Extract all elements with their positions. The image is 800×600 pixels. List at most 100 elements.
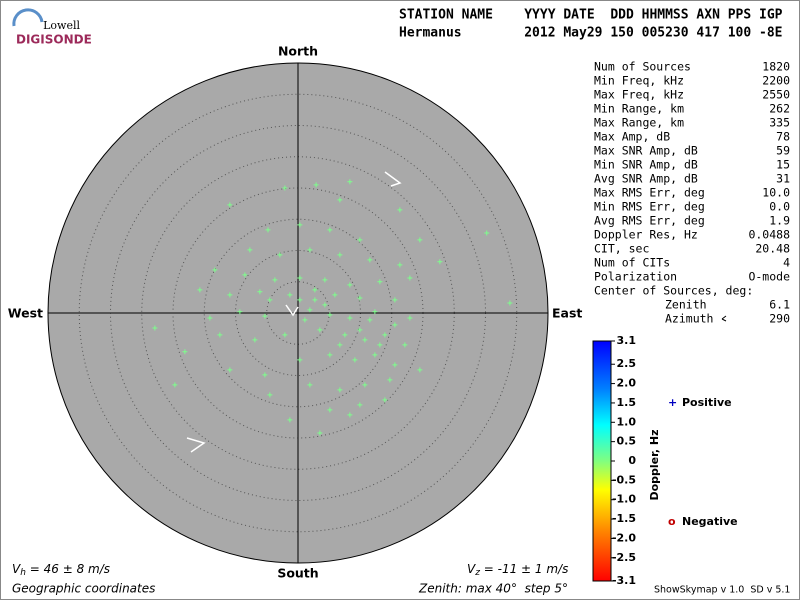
source-point [212,267,218,273]
stat-value: 31 [776,172,790,186]
source-point [317,327,323,333]
legend-symbol: + [668,396,677,409]
source-point [382,332,388,338]
source-point [322,302,328,308]
source-point [262,372,268,378]
stat-label: Min RMS Err, deg [594,200,705,214]
stat-value: 20.48 [755,242,790,256]
source-point [377,342,383,348]
source-point [367,257,373,263]
stat-label: Doppler Res, Hz [594,228,698,242]
stat-value: 0.0488 [748,228,790,242]
source-point [357,295,363,301]
stat-value: 335 [769,116,790,130]
source-point [392,362,398,368]
source-point [307,307,313,313]
source-point [257,289,263,295]
source-point [282,185,288,191]
source-point [362,382,368,388]
source-point [372,352,378,358]
colorbar-tick-label: 1.0 [617,415,637,428]
west-label: West [8,306,43,321]
source-point [327,312,333,318]
source-point [267,392,273,398]
source-point [297,297,303,303]
stat-label: Max Amp, dB [594,130,670,144]
legend-symbol: o [668,515,676,528]
source-point [152,325,158,331]
source-point [332,292,338,298]
source-point [507,300,513,306]
source-point [357,327,363,333]
source-point [397,207,403,213]
stat-label: Min Freq, kHz [594,74,684,88]
source-point [302,317,308,323]
source-point [342,332,348,338]
vh-sub: h [20,568,26,578]
logo-arc [12,8,44,27]
source-point [172,382,178,388]
source-point [372,309,378,315]
stat-value: 262 [769,102,790,116]
center-label: Zenith [665,298,707,312]
stat-label: Num of Sources [594,60,691,74]
version: ShowSkymap v 1.0 SD v 5.1 [654,585,790,596]
source-point [297,222,303,228]
stat-label: Min Range, km [594,102,684,116]
source-point [437,259,443,265]
colorbar-tick-label: -2.5 [612,551,636,564]
source-point [282,332,288,338]
source-point [347,179,353,185]
plot [47,62,549,564]
arrow-marker [186,437,206,453]
source-point [207,315,213,321]
source-point [337,387,343,393]
source-point [297,275,303,281]
center-title: Center of Sources, deg: [594,284,753,298]
colorbar-tick-label: 0.5 [617,435,637,448]
stat-label: Max Freq, kHz [594,88,684,102]
source-point [242,272,248,278]
source-point [277,252,283,258]
colorbar-tick-label: -1.5 [612,512,636,525]
source-point [337,197,343,203]
center-label: Azimuth [665,312,713,326]
source-point [387,377,393,383]
stat-label: Polarization [594,270,677,284]
header-line: STATION NAME YYYY DATE DDD HHMMSS AXN PP… [399,8,783,23]
south-label: South [277,566,318,581]
source-point [407,315,413,321]
stat-label: Max SNR Amp, dB [594,144,698,158]
source-point [357,237,363,243]
coords-label: Geographic coordinates [12,582,155,596]
vz-text: = -11 ± 1 m/s [480,562,568,576]
source-point [252,337,258,343]
legend-entry: Negative [682,515,738,528]
source-point [484,230,490,236]
source-point [377,279,383,285]
stat-value: 59 [776,144,790,158]
source-point [347,412,353,418]
source-point [262,313,268,319]
stat-label: Avg SNR Amp, dB [594,172,698,186]
source-point [352,357,358,363]
stats-table: Num of Sources 1820 Min Freq, kHz 2200 Max F… [594,60,790,284]
source-point [347,315,353,321]
source-point [317,430,323,436]
stat-label: Min SNR Amp, dB [594,158,698,172]
source-point [227,367,233,373]
source-point [367,317,373,323]
stat-value: 1820 [762,60,790,74]
vz-label: Vz = -11 ± 1 m/s [467,562,568,578]
azimuth-icon [721,315,727,322]
colorbar [592,340,612,582]
east-label: East [552,306,582,321]
colorbar-tick-label: -2.0 [612,531,636,544]
source-point [417,367,423,373]
source-point [272,277,278,283]
source-point [397,262,403,268]
source-point [357,402,363,408]
stat-value: 4 [783,256,790,270]
source-point [402,342,408,348]
